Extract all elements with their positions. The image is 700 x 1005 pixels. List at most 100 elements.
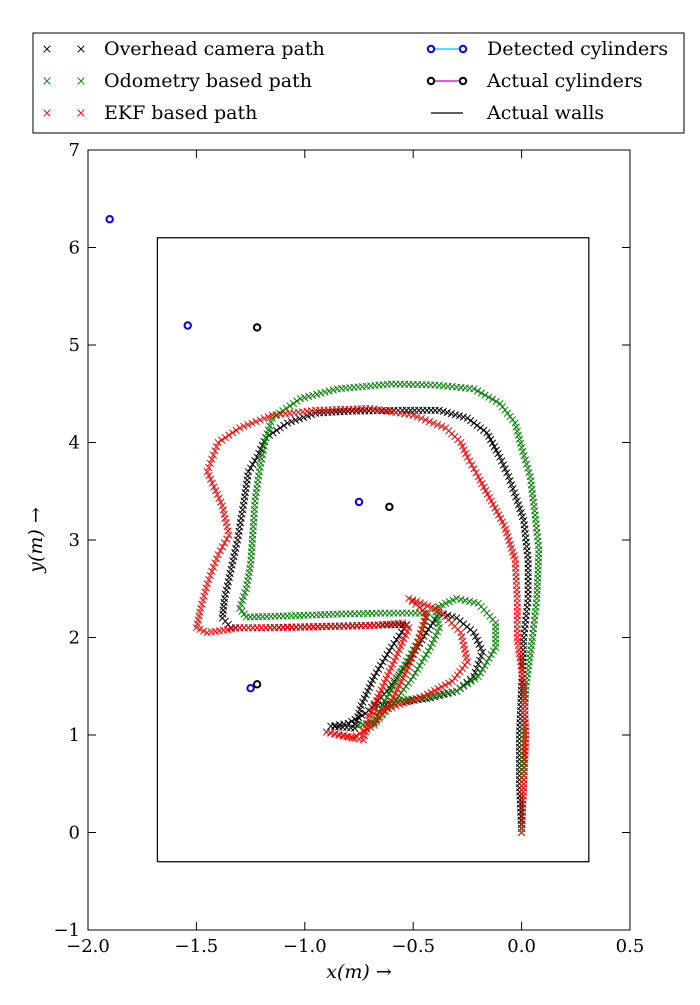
series-2-point-90 <box>521 456 529 464</box>
series-3-point-160-stroke-b <box>211 447 219 455</box>
series-2-point-108-stroke-b <box>485 393 493 401</box>
series-1-point-84 <box>507 481 516 489</box>
series-3-point-330 <box>417 629 425 638</box>
series-3-point-326 <box>411 646 419 654</box>
series-3-point-343 <box>416 599 424 607</box>
series-3-point-387-stroke-b <box>374 708 383 716</box>
series-2-point-103-stroke-b <box>501 406 509 414</box>
series-3-point-182 <box>223 535 231 543</box>
series-3-point-167-stroke-b <box>206 475 215 483</box>
series-1-point-108-stroke-b <box>447 410 455 418</box>
series-2-point-147-stroke-b <box>321 388 329 396</box>
series-1-point-330-stroke-b <box>477 652 485 660</box>
series-3-point-265 <box>388 660 397 668</box>
series-1-point-101 <box>473 421 481 430</box>
series-3-point-256 <box>403 627 411 636</box>
series-3-point-179-stroke-b <box>223 523 231 531</box>
series-1-point-78-stroke-b <box>516 505 524 513</box>
series-3-point-305 <box>366 723 375 732</box>
series-2-point-106 <box>492 397 500 406</box>
series-1-point-284 <box>358 711 366 720</box>
series-3-point-379-stroke-b <box>408 696 416 704</box>
series-3-point-294-stroke-b <box>322 728 331 736</box>
series-3-point-84-stroke-b <box>483 490 492 498</box>
series-3-point-205-stroke-b <box>196 625 204 634</box>
series-3-point-306 <box>370 721 378 729</box>
series-3-point-94 <box>463 453 472 461</box>
series-1-point-246 <box>392 636 401 644</box>
series-1-point-87 <box>503 469 511 477</box>
series-3-point-281 <box>364 719 372 728</box>
series-2-point-154 <box>293 397 301 405</box>
series-1-point-245 <box>395 632 403 640</box>
series-1-point-184 <box>229 557 237 565</box>
series-2-point-145-stroke-b <box>329 386 337 394</box>
series-3-point-187 <box>212 555 221 563</box>
series-1-point-255 <box>372 669 380 677</box>
series-3-point-170 <box>212 487 220 495</box>
series-3-point-364-stroke-b <box>458 664 466 673</box>
series-2-point-329 <box>452 594 461 603</box>
series-2-point-104 <box>498 403 507 411</box>
series-1-point-261 <box>362 691 370 699</box>
series-2-point-110 <box>477 389 485 397</box>
series-3-point-72-stroke-b <box>504 533 512 541</box>
legend: Overhead camera path Odometry based path E… <box>32 32 685 134</box>
series-3-point-322 <box>405 663 413 671</box>
series-3-point-344-stroke-b <box>420 600 428 609</box>
series-1-point-185-stroke-b <box>228 561 236 569</box>
series-3-point-260-stroke-b <box>397 642 405 650</box>
series-2-point-327 <box>445 598 453 606</box>
series-3-point-154-stroke-b <box>228 429 237 437</box>
series-3-point-267-stroke-b <box>385 667 394 676</box>
series-2-point-145 <box>329 386 337 394</box>
series-1-point-186 <box>227 565 235 573</box>
series-1-point-249-stroke-b <box>385 647 394 655</box>
series-3-point-193 <box>203 580 211 588</box>
series-3-point-372 <box>434 685 442 693</box>
series-3-point-190-stroke-b <box>208 567 216 575</box>
series-1-point-100 <box>476 424 485 432</box>
series-1-point-310 <box>424 625 433 634</box>
series-3-point-157 <box>218 436 226 444</box>
series-2-point-92-stroke-b <box>519 447 527 456</box>
series-3-point-327 <box>412 642 421 650</box>
series-3-point-365-stroke-b <box>456 667 464 676</box>
series-1-point-82 <box>510 489 519 497</box>
actual-cylinder-3 <box>252 680 262 689</box>
series-2-point-305-stroke-b <box>409 672 417 681</box>
series-3-point-333-stroke-b <box>420 617 428 625</box>
series-1-point-159-stroke-b <box>253 453 261 461</box>
series-3-point-176 <box>220 510 228 518</box>
series-3-point-266 <box>387 664 395 672</box>
series-3-point-361-stroke-b <box>462 654 471 662</box>
series-2-point-301-stroke-b <box>399 685 408 694</box>
series-2-point-275 <box>383 693 391 702</box>
series-1-point-148-stroke-b <box>283 419 292 427</box>
series-3-point-271-stroke-b <box>379 682 387 690</box>
series-3-point-164 <box>205 463 213 472</box>
series-3-point-104-stroke-b <box>438 422 446 430</box>
series-3-point-190 <box>208 567 216 575</box>
series-1-point-97 <box>485 432 493 440</box>
series-2-point-316-stroke-b <box>432 631 440 640</box>
series-3-point-284-stroke-b <box>360 732 369 740</box>
series-3-point-301 <box>352 732 360 740</box>
series-3-point-44-stroke-b <box>515 650 524 658</box>
series-3-point-378-stroke-b <box>412 695 420 703</box>
series-2-point-102 <box>503 409 512 417</box>
series-3-point-110-stroke-b <box>413 413 421 421</box>
series-2-point-348 <box>487 650 495 659</box>
series-3-point-298 <box>340 732 348 740</box>
series-3-point-329 <box>416 633 424 642</box>
series-3-point-96-stroke-b <box>460 446 468 454</box>
series-3-point-271 <box>379 682 387 690</box>
axes-frame <box>87 149 631 931</box>
series-2-point-156-stroke-b <box>286 402 294 410</box>
series-2-point-302-stroke-b <box>402 682 410 690</box>
series-3-point-314-stroke-b <box>389 693 398 701</box>
series-1-point-82-stroke-b <box>510 489 519 497</box>
series-3-point-107-stroke-b <box>425 417 434 426</box>
series-1-point-147-stroke-b <box>287 417 296 426</box>
series-3-point-81 <box>489 500 497 509</box>
